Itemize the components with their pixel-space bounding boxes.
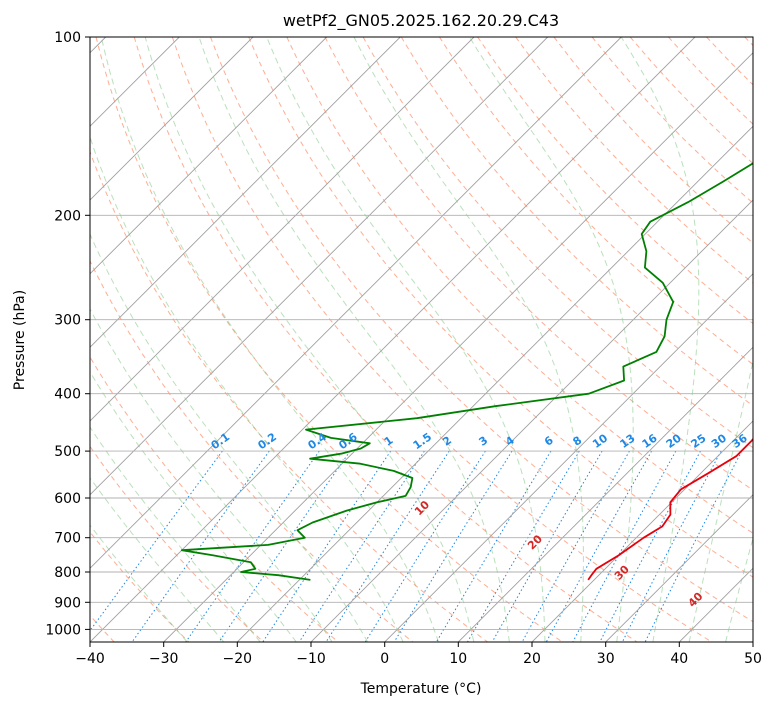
moist-adiabat-line xyxy=(90,426,261,642)
y-axis-label: Pressure (hPa) xyxy=(12,290,28,390)
isotherm-line xyxy=(236,125,753,642)
isotherm-line xyxy=(310,199,753,642)
dry-adiabat-line xyxy=(362,37,753,449)
y-tick-label: 1000 xyxy=(45,622,81,638)
mixing-ratio-line xyxy=(262,450,392,642)
moist-adiabat-line xyxy=(353,37,584,642)
moist-adiabat-line xyxy=(90,370,297,642)
isotherm-line xyxy=(90,37,401,348)
dewpoint-profile xyxy=(180,162,753,581)
plot-frame xyxy=(89,36,754,643)
temperature-profile xyxy=(587,437,753,581)
y-tick-label: 200 xyxy=(54,208,81,224)
dry-adiabats xyxy=(90,37,753,642)
x-tick-label: −30 xyxy=(149,651,179,667)
isotherm-line xyxy=(90,37,549,496)
moist-adiabat-line xyxy=(90,232,369,642)
y-tick-label: 300 xyxy=(54,313,81,329)
moist-adiabat-line xyxy=(90,476,225,642)
x-tick-label: 50 xyxy=(744,651,762,667)
dry-adiabat-line xyxy=(171,37,712,642)
isotherm-line xyxy=(531,420,753,642)
moist-adiabat-line xyxy=(688,358,753,642)
moist-adiabat-line xyxy=(198,37,510,642)
y-tick-label: 400 xyxy=(54,387,81,403)
mixing-ratio-line xyxy=(521,450,630,642)
dry-adiabat-line xyxy=(324,37,753,491)
dry-adiabat-line xyxy=(95,37,563,642)
mixing-ratio-line xyxy=(621,450,722,642)
dry-adiabat-line xyxy=(133,37,638,642)
dry-adiabat-line xyxy=(210,37,753,623)
dry-adiabat-line xyxy=(90,445,264,642)
x-tick-label: 40 xyxy=(670,651,688,667)
x-tick-label: 10 xyxy=(449,651,467,667)
mixing-ratio-line xyxy=(218,450,351,642)
mixing-ratio-line xyxy=(298,450,425,642)
y-tick-label: 800 xyxy=(54,565,81,581)
y-tick-label: 600 xyxy=(54,491,81,507)
isotherm-line xyxy=(90,37,254,201)
moist-adiabats xyxy=(90,37,753,642)
x-axis-label: Temperature (°C) xyxy=(360,681,482,697)
dry-adiabat-line xyxy=(90,150,488,642)
isotherm-line xyxy=(384,273,753,642)
isotherms xyxy=(90,37,753,642)
dry-adiabat-line xyxy=(248,37,753,578)
mixing-ratio-line xyxy=(185,450,320,642)
dry-adiabat-line xyxy=(400,37,753,407)
sounding-profiles xyxy=(180,162,753,581)
y-axis-ticks: 100 200 300 400 500 600 700 800 900 1000 xyxy=(45,30,90,638)
chart-title: wetPf2_GN05.2025.162.20.29.C43 xyxy=(283,11,559,31)
isotherm-line xyxy=(457,346,753,642)
isotherm-line xyxy=(90,37,696,642)
x-tick-label: 0 xyxy=(380,651,389,667)
isotherm-line xyxy=(163,52,753,642)
moist-adiabat-line xyxy=(144,37,475,642)
x-tick-label: 30 xyxy=(597,651,615,667)
moist-adiabat-line xyxy=(90,135,404,642)
mixing-ratio-line xyxy=(644,450,743,642)
moist-adiabat-line xyxy=(620,37,700,642)
moist-adiabat-line xyxy=(725,536,753,642)
moist-adiabat-line xyxy=(100,37,439,642)
isotherm-line xyxy=(605,494,753,642)
moist-adiabat-line xyxy=(266,37,546,642)
isotherm-line xyxy=(90,37,328,275)
y-tick-label: 100 xyxy=(54,30,81,46)
moist-adiabat-line xyxy=(90,524,188,642)
x-axis-ticks: −40 −30 −20 −10 0 10 20 30 40 50 xyxy=(75,642,762,667)
x-tick-label: −40 xyxy=(75,651,105,667)
mixing-ratio-line xyxy=(491,450,603,642)
plot-area xyxy=(90,37,753,642)
mixing-ratio-line xyxy=(90,450,223,632)
isotherm-line xyxy=(90,37,475,422)
isotherm-line xyxy=(90,37,622,569)
y-tick-label: 500 xyxy=(54,444,81,460)
x-tick-label: −20 xyxy=(223,651,253,667)
moist-adiabat-line xyxy=(90,308,333,642)
x-tick-label: −10 xyxy=(296,651,326,667)
x-tick-label: 20 xyxy=(523,651,541,667)
y-tick-label: 700 xyxy=(54,531,81,547)
y-tick-label: 900 xyxy=(54,595,81,611)
mixing-ratio-line xyxy=(572,450,677,642)
mixing-ratio-line xyxy=(545,450,653,642)
